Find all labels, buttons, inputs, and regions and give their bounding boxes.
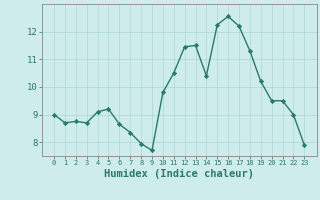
X-axis label: Humidex (Indice chaleur): Humidex (Indice chaleur) bbox=[104, 169, 254, 179]
